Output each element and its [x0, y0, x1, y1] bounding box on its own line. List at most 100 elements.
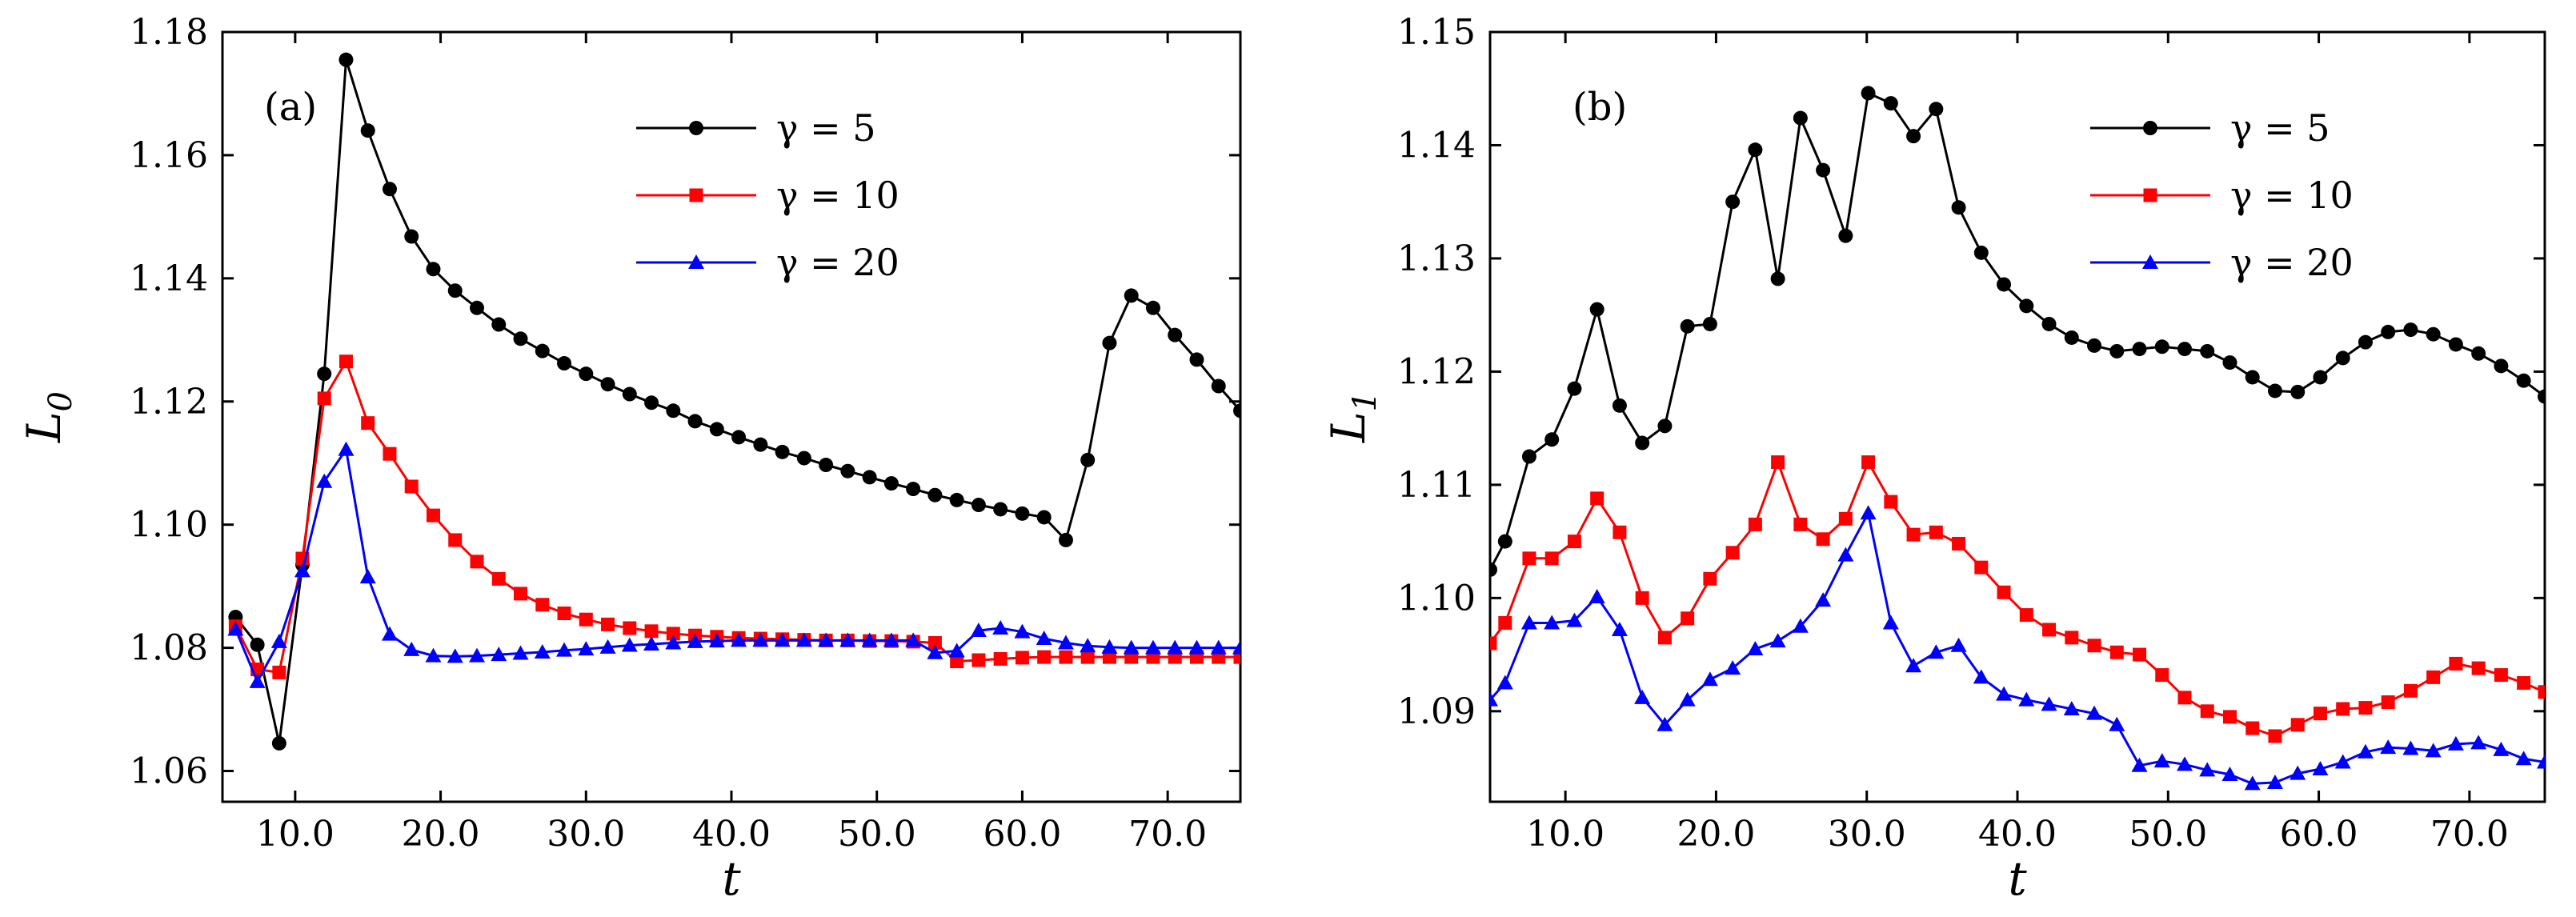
data-point — [795, 632, 812, 647]
data-point — [1037, 650, 1052, 664]
y-tick-label: 1.09 — [1397, 691, 1476, 732]
data-point — [644, 395, 659, 410]
data-point — [1657, 418, 1673, 434]
x-tick-label: 20.0 — [1677, 814, 1755, 855]
data-point — [2064, 330, 2079, 345]
data-point — [491, 571, 506, 586]
data-point — [1747, 641, 1764, 656]
data-point — [2517, 675, 2531, 690]
data-point — [1748, 142, 1763, 158]
data-point — [1233, 650, 1240, 664]
data-point — [2447, 735, 2464, 751]
data-point — [819, 458, 834, 473]
data-point — [1793, 110, 1808, 126]
data-point — [775, 444, 790, 459]
data-point — [1145, 300, 1160, 315]
data-point — [1928, 644, 1945, 659]
data-point — [271, 735, 286, 751]
data-point — [470, 300, 484, 315]
data-point — [599, 639, 616, 654]
data-point — [1929, 525, 1943, 539]
data-point — [227, 621, 244, 636]
y-tick-label: 1.18 — [130, 12, 208, 53]
data-point — [1974, 560, 1989, 575]
x-tick-label: 50.0 — [2129, 814, 2207, 855]
legend-label: γ = 20 — [776, 241, 899, 284]
data-point — [2516, 373, 2531, 388]
data-point — [1792, 618, 1809, 633]
data-point — [1748, 517, 1762, 531]
data-point — [1861, 455, 1876, 470]
y-tick-label: 1.10 — [1397, 578, 1476, 619]
data-point — [579, 612, 593, 627]
data-point — [1973, 245, 1989, 260]
data-point — [1613, 525, 1627, 539]
data-point — [1952, 536, 1966, 551]
data-point — [796, 450, 811, 466]
data-point — [2357, 743, 2374, 759]
data-point — [905, 632, 922, 647]
data-point — [2177, 342, 2192, 357]
data-point — [1997, 585, 2011, 599]
data-point — [2199, 762, 2216, 777]
y-tick-label: 1.08 — [130, 628, 208, 669]
data-point — [623, 621, 637, 635]
data-point — [2494, 358, 2509, 374]
data-point — [1036, 510, 1052, 525]
data-point — [818, 632, 835, 647]
data-point — [2448, 337, 2463, 352]
data-point — [2153, 753, 2170, 768]
series-3 — [1490, 505, 2545, 791]
x-axis-label: t — [722, 851, 741, 906]
data-point — [2290, 384, 2306, 399]
x-tick-label: 40.0 — [692, 814, 771, 855]
data-point — [666, 403, 681, 418]
x-tick-label: 20.0 — [402, 814, 480, 855]
data-point — [2290, 765, 2306, 780]
data-point — [1702, 316, 1717, 331]
data-point — [383, 446, 397, 461]
data-point — [1498, 615, 1512, 630]
y-tick-label: 1.14 — [130, 258, 208, 299]
data-point — [1769, 633, 1786, 648]
data-point — [622, 386, 637, 402]
data-point — [1701, 671, 1718, 687]
data-point — [1905, 658, 1922, 673]
data-point — [1059, 650, 1073, 664]
data-point — [2358, 701, 2373, 715]
legend-entry: γ = 20 — [2090, 241, 2354, 284]
data-point — [1210, 639, 1227, 655]
data-point — [2403, 322, 2418, 338]
data-point — [1725, 660, 1741, 675]
y-tick-label: 1.06 — [130, 751, 208, 792]
data-point — [447, 648, 463, 663]
data-point — [1211, 378, 1226, 394]
data-point — [1080, 650, 1095, 664]
data-point — [1657, 631, 1672, 645]
y-tick-label: 1.14 — [1397, 125, 1476, 166]
data-point — [993, 651, 1008, 666]
data-point — [1566, 612, 1583, 627]
data-point — [1725, 546, 1740, 560]
series-1 — [228, 52, 1240, 751]
data-point — [404, 479, 419, 494]
data-point — [1861, 86, 1876, 101]
data-point — [1058, 532, 1073, 547]
panel-a: 10.0 20.0 30.0 40.0 50.0 60.0 70.0 1.06 1.08 1.10… — [17, 12, 1242, 906]
data-point — [731, 632, 747, 647]
data-point — [317, 391, 331, 406]
legend-marker — [2143, 121, 2157, 135]
data-point — [2041, 316, 2057, 331]
x-tick-label: 40.0 — [1978, 814, 2057, 855]
data-point — [948, 643, 965, 658]
legend-entry: γ = 10 — [636, 174, 899, 217]
panel-b: 10.0 20.0 30.0 40.0 50.0 60.0 70.0 1.09 1.10 1.11… — [1321, 12, 2546, 906]
data-point — [2245, 721, 2260, 735]
data-point — [2155, 668, 2169, 683]
data-point — [557, 607, 571, 621]
data-point — [1680, 318, 1695, 334]
data-point — [272, 665, 286, 679]
data-point — [2131, 757, 2148, 772]
data-point — [708, 633, 725, 648]
data-point — [2425, 743, 2442, 758]
